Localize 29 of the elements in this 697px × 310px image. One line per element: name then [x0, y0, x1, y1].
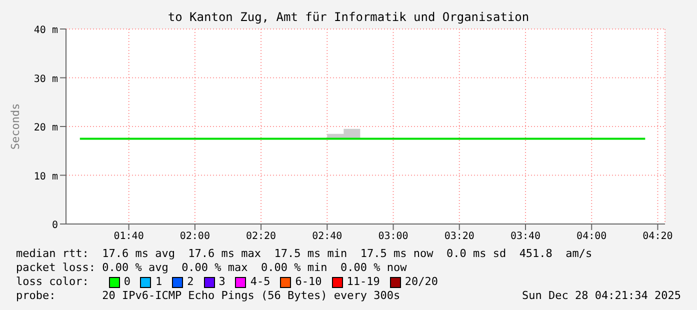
- x-tick-label: 02:40: [312, 231, 342, 242]
- text: 2: [187, 275, 194, 289]
- text: 0: [124, 275, 130, 289]
- text: 6-10: [295, 275, 322, 289]
- x-tick-label: 02:20: [246, 231, 276, 242]
- text: 4-5: [250, 275, 270, 289]
- x-tick-label: 03:00: [378, 231, 408, 242]
- x-tick-label: 01:40: [114, 231, 144, 242]
- text: median rtt: 17.6 ms avg 17.6 ms max 17.5 ms min 17.5 ms now 0.0 ms sd 451.8 am/s: [16, 247, 594, 261]
- text: probe: 20 IPv6-ICMP Echo Pings (56 Bytes) every 300s: [16, 289, 400, 303]
- text: loss color:: [16, 275, 89, 289]
- x-tick-label: 04:00: [576, 231, 607, 242]
- x-tick-label: 03:40: [510, 231, 541, 242]
- text: 1: [155, 275, 162, 289]
- text: packet loss: 0.00 % avg 0.00 % max 0.00 % min 0.00 % now: [16, 261, 408, 275]
- text: 20/20: [404, 275, 438, 289]
- y-tick-label: 30 m: [34, 74, 58, 85]
- text: 11-19: [346, 275, 380, 289]
- x-tick-label: 02:00: [180, 231, 210, 242]
- x-tick-label: 04:20: [642, 231, 673, 242]
- chart-title: to Kanton Zug, Amt für Informatik und Organisation: [166, 10, 530, 24]
- y-tick-label: 20 m: [34, 122, 58, 134]
- text: 3: [218, 275, 226, 289]
- x-tick-label: 03:20: [444, 231, 474, 242]
- text: Sun Dec 28 04:21:34 2025: [522, 289, 681, 303]
- y-tick-label: 10 m: [34, 171, 58, 182]
- y-tick-label: 40 m: [34, 25, 58, 36]
- y-tick-label: 0: [52, 220, 58, 231]
- y-axis-title: Seconds: [8, 103, 22, 150]
